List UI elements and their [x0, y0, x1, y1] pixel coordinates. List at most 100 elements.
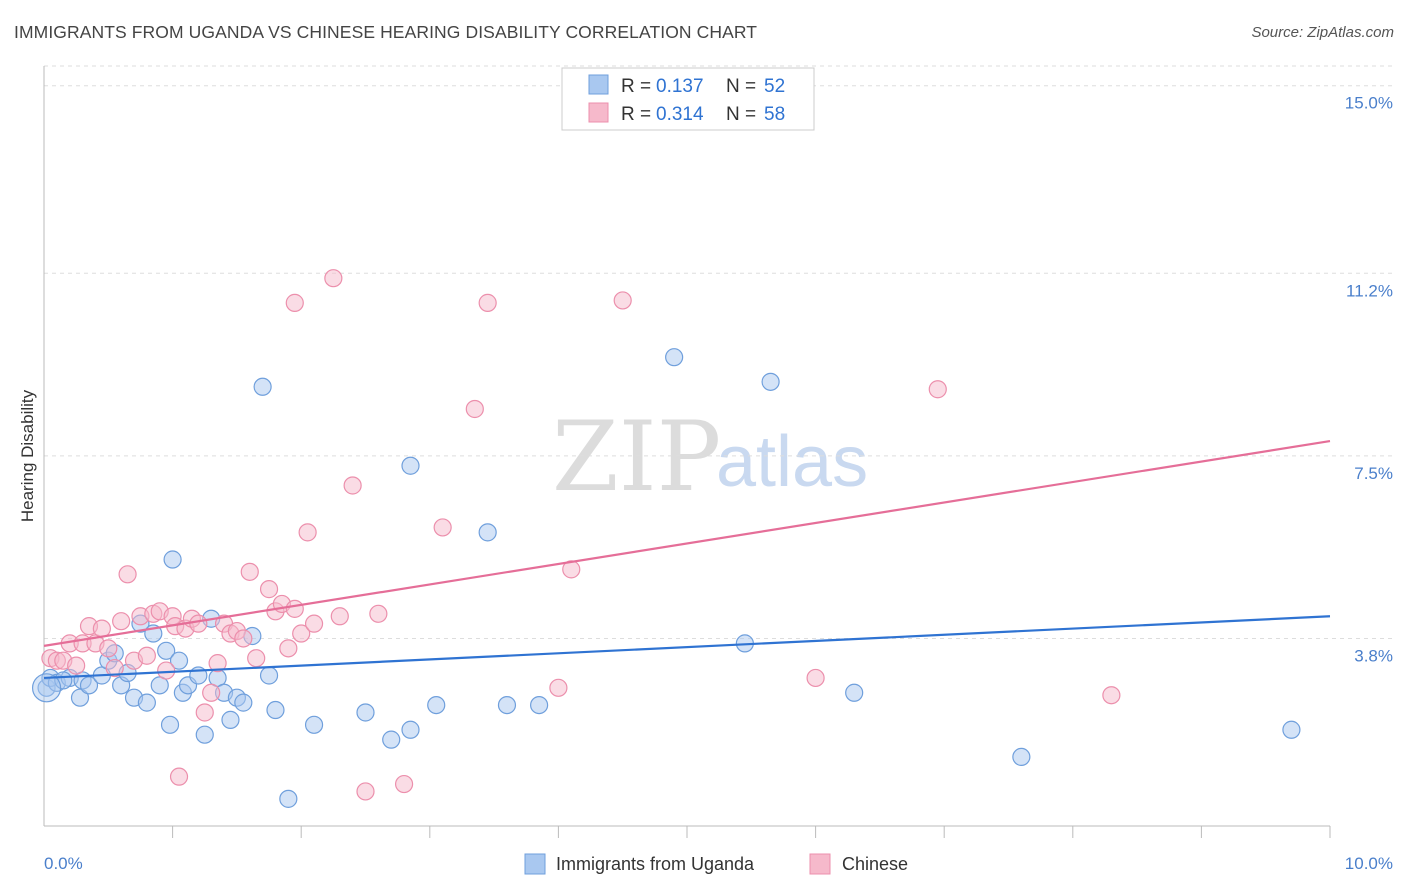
chinese-point — [304, 614, 324, 633]
chinese-point — [118, 565, 137, 584]
chinese-point — [105, 658, 124, 678]
chinese-point — [195, 703, 214, 722]
uganda-point — [259, 666, 279, 685]
y-tick-label: 7.5% — [1354, 464, 1393, 483]
uganda-point — [157, 641, 176, 660]
bottom-legend: Immigrants from Uganda Chinese — [524, 853, 908, 875]
chart-title: IMMIGRANTS FROM UGANDA VS CHINESE HEARIN… — [14, 22, 758, 42]
uganda-point — [70, 688, 90, 707]
chinese-point — [285, 293, 304, 312]
legend-n-label-blue: N = — [726, 76, 756, 97]
uganda-point — [304, 715, 324, 734]
y-tick-label: 3.8% — [1354, 646, 1393, 665]
legend-r-value-blue: 0.137 — [656, 76, 704, 97]
legend-n-label-pink: N = — [726, 104, 756, 125]
chinese-point — [67, 656, 86, 675]
uganda-trendline — [43, 615, 1331, 680]
chinese-point — [169, 767, 189, 786]
chinese-point — [549, 678, 568, 697]
chinese-point — [330, 607, 349, 626]
watermark-atlas: atlas — [716, 422, 868, 502]
bottom-legend-label-chinese: Chinese — [842, 854, 908, 874]
uganda-point — [665, 348, 684, 367]
chinese-point — [1102, 686, 1121, 705]
source-credit: Source: ZipAtlas.com — [1251, 24, 1394, 41]
chinese-point — [259, 580, 279, 599]
chinese-point — [298, 523, 317, 542]
chinese-point — [343, 476, 362, 495]
chinese-point — [394, 774, 414, 794]
uganda-point — [169, 651, 189, 670]
uganda-point — [1282, 720, 1301, 739]
uganda-point — [137, 693, 156, 712]
y-axis-label: Hearing Disability — [18, 389, 37, 522]
uganda-point — [221, 710, 240, 729]
chinese-point — [279, 639, 298, 658]
legend-r-label-pink: R = — [621, 104, 651, 125]
chinese-point — [478, 293, 497, 312]
uganda-point — [845, 683, 864, 702]
uganda-point — [382, 730, 401, 749]
chinese-point — [92, 619, 111, 638]
y-tick-label: 15.0% — [1345, 94, 1393, 113]
legend-r-label-blue: R = — [621, 76, 651, 97]
uganda-point — [234, 693, 253, 712]
legend: R = 0.137 N = 52 R = 0.314 N = 58 — [561, 67, 815, 131]
watermark: ZIP atlas — [552, 401, 868, 513]
uganda-point — [160, 715, 180, 734]
chinese-point — [433, 518, 452, 537]
y-axis-tick-labels: 3.8% 7.5% 11.2% 15.0% — [1345, 94, 1393, 666]
x-tick-label-max: 10.0% — [1345, 854, 1393, 873]
chinese-point — [285, 599, 304, 618]
chinese-point — [189, 614, 208, 633]
chinese-point — [324, 269, 343, 288]
chinese-point — [137, 646, 156, 665]
bottom-legend-swatch-chinese — [809, 853, 831, 875]
chinese-point — [292, 624, 311, 643]
chinese-point — [613, 291, 632, 310]
legend-swatch-blue — [588, 74, 609, 95]
uganda-point — [253, 377, 272, 396]
series-chinese-points — [41, 269, 1121, 801]
x-axis-ticks — [172, 826, 1331, 838]
chinese-point — [157, 661, 176, 680]
trendlines — [43, 439, 1331, 680]
uganda-point — [401, 456, 420, 475]
bottom-legend-label-uganda: Immigrants from Uganda — [556, 854, 755, 874]
uganda-point — [497, 695, 517, 715]
uganda-point — [279, 789, 298, 808]
chinese-point — [99, 639, 118, 658]
chinese-point — [369, 604, 388, 623]
uganda-point — [530, 695, 549, 715]
chinese-point — [234, 629, 253, 648]
uganda-point — [266, 700, 285, 720]
chinese-point — [112, 612, 131, 631]
chinese-trendline — [43, 439, 1331, 647]
y-tick-label: 11.2% — [1346, 281, 1393, 300]
chinese-point — [356, 782, 375, 801]
series-uganda-points — [31, 348, 1301, 808]
legend-n-value-blue: 52 — [764, 76, 785, 97]
uganda-point — [478, 523, 497, 542]
uganda-cluster-point — [31, 673, 62, 703]
uganda-point — [163, 550, 182, 569]
chinese-point — [240, 562, 259, 581]
legend-r-value-pink: 0.314 — [656, 104, 704, 125]
uganda-point — [761, 372, 780, 391]
uganda-point — [401, 720, 420, 739]
watermark-zip: ZIP — [552, 401, 721, 513]
uganda-point — [356, 703, 375, 722]
chinese-point — [928, 380, 947, 399]
bottom-legend-swatch-uganda — [524, 853, 546, 875]
chinese-point — [465, 399, 484, 419]
uganda-point — [195, 725, 214, 744]
x-tick-label-min: 0.0% — [44, 854, 83, 873]
gridlines — [44, 65, 1392, 639]
chinese-point — [247, 649, 266, 668]
legend-swatch-pink — [588, 102, 609, 123]
uganda-point — [1012, 747, 1031, 767]
uganda-point — [427, 695, 446, 715]
chinese-point — [806, 668, 825, 688]
chinese-point — [208, 654, 227, 673]
